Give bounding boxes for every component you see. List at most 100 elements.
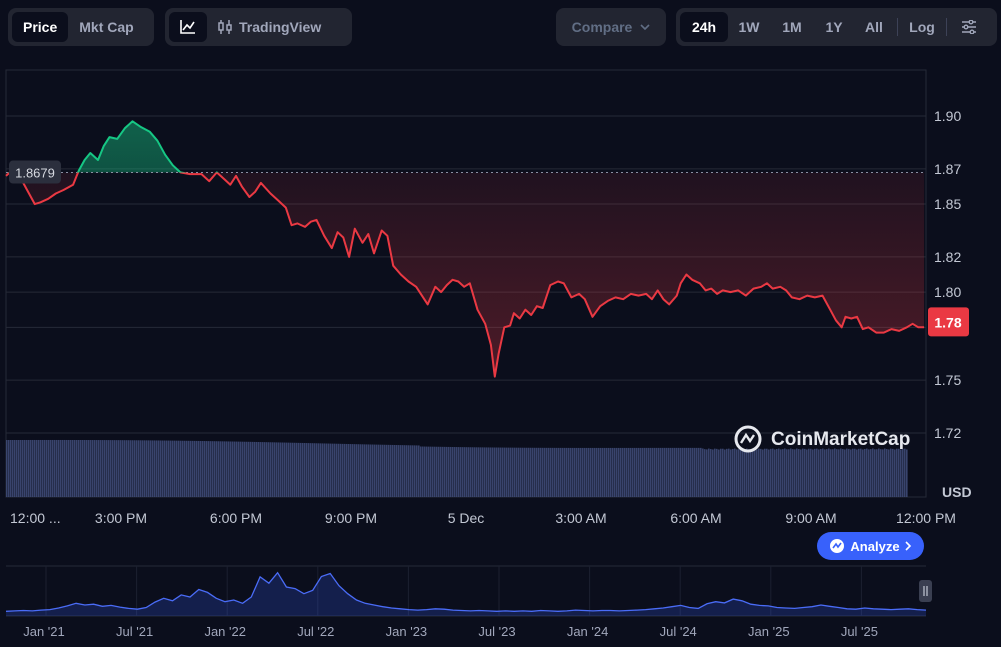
volume-bar [174,440,176,497]
volume-bars [6,439,908,497]
volume-bar [78,439,80,497]
volume-bar [488,447,490,497]
volume-bar [856,449,858,497]
volume-bar [132,440,134,497]
volume-bar [508,447,510,497]
volume-bar [154,440,156,497]
volume-bar [200,440,202,497]
volume-bar [560,447,562,497]
volume-bar [326,443,328,497]
volume-bar [384,444,386,497]
volume-bar [180,440,182,497]
analyze-button[interactable]: Analyze [817,532,924,560]
volume-bar [126,440,128,497]
volume-bar [796,448,798,497]
tab-mkt-cap[interactable]: Mkt Cap [79,19,134,35]
chart-settings-button[interactable] [950,12,988,42]
volume-bar [228,441,230,497]
volume-bar [358,444,360,497]
volume-bar [168,440,170,497]
overview-x-label: Jan '24 [567,624,609,639]
volume-bar [198,440,200,497]
range-1y[interactable]: 1Y [825,19,843,35]
range-1w[interactable]: 1W [738,19,760,35]
volume-bar [744,449,746,497]
volume-bar [194,440,196,497]
y-tick-label: 1.82 [934,249,961,265]
volume-bar [434,446,436,497]
volume-bar [352,444,354,497]
volume-bar [544,447,546,497]
volume-bar [712,449,714,497]
volume-bar [420,446,422,497]
volume-bar [470,447,472,497]
volume-bar [478,447,480,497]
y-tick-label: 1.90 [934,108,961,124]
current-price-text: 1.78 [934,314,961,330]
volume-bar [140,440,142,497]
range-1m[interactable]: 1M [782,19,802,35]
current-price-badge: 1.78 [928,307,969,337]
range-all[interactable]: All [865,19,883,35]
volume-bar [684,447,686,497]
tradingview-label: TradingView [239,19,322,35]
volume-bar [480,447,482,497]
volume-bar [102,440,104,497]
volume-bar [718,449,720,497]
volume-bar [244,441,246,497]
volume-bar [500,447,502,497]
volume-bar [136,440,138,497]
overview-x-label: Jan '23 [386,624,428,639]
volume-bar [260,442,262,497]
volume-bar [806,449,808,497]
volume-bar [578,447,580,497]
volume-bar [280,442,282,497]
volume-bar [730,449,732,497]
volume-bar [606,447,608,497]
volume-bar [306,443,308,497]
volume-bar [868,449,870,497]
volume-bar [412,445,414,497]
volume-bar [100,440,102,497]
compare-dropdown[interactable]: Compare [556,8,666,46]
volume-bar [424,446,426,497]
volume-bar [232,441,234,497]
volume-bar [42,439,44,497]
volume-bar [746,448,748,497]
range-24h[interactable]: 24h [680,12,728,42]
volume-bar [242,441,244,497]
overview-range-handle[interactable] [919,580,932,602]
compare-label: Compare [571,19,633,35]
tradingview-button[interactable]: TradingView [207,12,331,42]
volume-bar [698,447,700,497]
overview-x-label: Jan '22 [204,624,246,639]
y-tick-label: 1.85 [934,196,961,212]
cmc-logo-icon [734,425,762,453]
volume-bar [510,447,512,497]
volume-bar [162,440,164,497]
volume-bar [810,448,812,497]
volume-bar [654,447,656,497]
line-chart-button[interactable] [169,12,207,42]
volume-bar [294,442,296,497]
volume-bar [138,440,140,497]
volume-bar [430,446,432,497]
log-scale-button[interactable]: Log [909,19,935,35]
volume-bar [414,445,416,497]
volume-bar [246,441,248,497]
volume-bar [860,448,862,497]
volume-bar [582,447,584,497]
volume-bar [794,449,796,497]
volume-bar [386,444,388,497]
price-mktcap-toggle: Price Mkt Cap [8,8,154,46]
volume-bar [212,441,214,497]
volume-bar [214,441,216,497]
volume-bar [782,449,784,497]
volume-bar [564,447,566,497]
volume-bar [462,447,464,497]
volume-bar [674,447,676,497]
volume-bar [888,449,890,497]
volume-bar [748,449,750,497]
tab-price[interactable]: Price [12,12,69,42]
brand-name: CoinMarketCap [771,429,910,450]
